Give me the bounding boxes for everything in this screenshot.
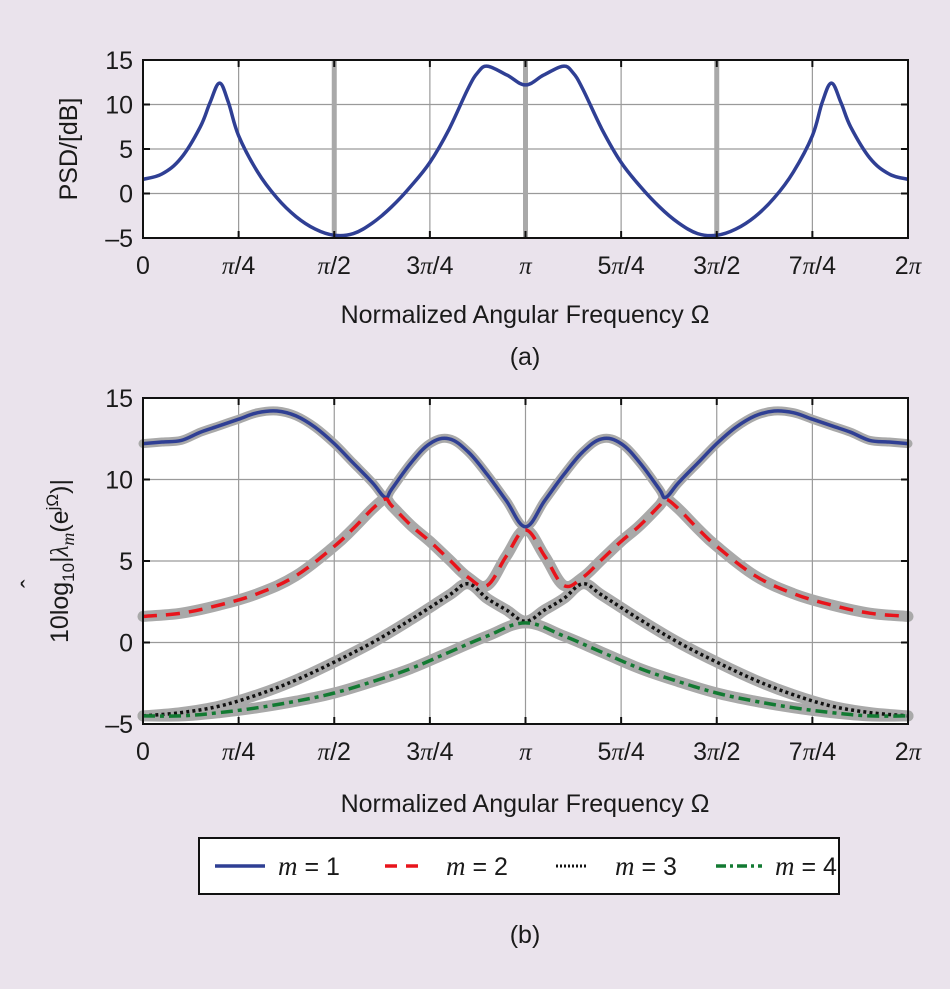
panel-b-series	[142, 409, 909, 718]
y-tick-label: 15	[105, 385, 133, 413]
legend: m = 1 m = 2 m = 3 m = 4	[198, 837, 840, 895]
x-tick-label: π	[519, 739, 533, 766]
x-tick-label: 0	[136, 738, 150, 766]
x-tick-label: π/4	[222, 738, 255, 766]
panel-b-y-axis-title: 10log10|λm(ejΩ)|	[43, 479, 78, 643]
panel-b-caption: (b)	[510, 921, 541, 949]
y-tick-label: 0	[119, 181, 133, 209]
series-line-1	[142, 409, 909, 529]
x-tick-label: 7π/4	[789, 738, 836, 766]
x-tick-label: 3π/2	[693, 252, 740, 280]
ylabel-m: m	[58, 533, 78, 546]
y-tick-label: 5	[119, 548, 133, 576]
x-tick-label: 2π	[895, 252, 923, 280]
y-tick-label: 10	[105, 467, 133, 495]
x-tick-label: 5π/4	[597, 738, 644, 766]
panel-a-x-axis-title: Normalized Angular Frequency Ω	[341, 301, 710, 329]
ylabel-hat: ˆ	[16, 579, 46, 588]
x-tick-label: 2π	[895, 738, 923, 766]
ylabel-superscript: jΩ	[43, 494, 62, 512]
x-tick-label: π	[519, 253, 533, 280]
series-line-2	[142, 497, 909, 619]
ylabel-subscript: 10	[59, 563, 78, 582]
legend-label-3: m = 3	[615, 851, 677, 881]
series-line-4	[142, 621, 909, 718]
panel-b-y-tick-labels: –5 0 5 10 15	[105, 385, 133, 739]
legend-label-4: m = 4	[775, 851, 837, 881]
y-tick-label: 10	[105, 92, 133, 120]
y-tick-label: 5	[119, 136, 133, 164]
panel-a-caption: (a)	[510, 343, 541, 371]
panel-a-x-tick-labels: 0 π/4 π/2 3π/4 π 5π/4 3π/2 7π/4 2π	[136, 252, 923, 280]
y-tick-label: 15	[105, 47, 133, 75]
x-tick-label: 3π/4	[406, 252, 453, 280]
panel-b-tick-marks	[143, 398, 908, 724]
legend-label-2: m = 2	[446, 851, 508, 881]
x-tick-label: 5π/4	[597, 252, 644, 280]
ylabel-open: (e	[46, 510, 74, 532]
y-tick-label: –5	[105, 711, 133, 739]
panel-b-x-axis-title: Normalized Angular Frequency Ω	[341, 790, 710, 818]
x-tick-label: 3π/4	[406, 738, 453, 766]
x-tick-label: π/2	[318, 738, 351, 766]
x-tick-label: 7π/4	[789, 252, 836, 280]
ylabel-close: )|	[46, 479, 74, 494]
panel-a-tick-marks	[143, 60, 908, 238]
panel-b-grid	[143, 398, 908, 724]
ylabel-bar: |	[46, 556, 74, 563]
y-tick-label: –5	[105, 225, 133, 253]
y-tick-label: 0	[119, 630, 133, 658]
x-tick-label: π/2	[318, 252, 351, 280]
panel-a-y-axis-title: PSD/[dB]	[55, 98, 83, 201]
x-tick-label: 0	[136, 252, 150, 280]
panel-a-y-tick-labels: –5 0 5 10 15	[105, 47, 133, 253]
ylabel-lambda: λ	[47, 545, 74, 557]
x-tick-label: π/4	[222, 252, 255, 280]
panel-b-x-tick-labels: 0 π/4 π/2 3π/4 π 5π/4 3π/2 7π/4 2π	[136, 738, 923, 766]
panel-a-highlight-lines	[331, 60, 720, 238]
x-tick-label: 3π/2	[693, 738, 740, 766]
legend-label-1: m = 1	[278, 851, 340, 881]
panel-a-series	[142, 64, 909, 238]
ylabel-prefix: 10log	[46, 582, 74, 643]
series-line-1	[142, 64, 909, 238]
